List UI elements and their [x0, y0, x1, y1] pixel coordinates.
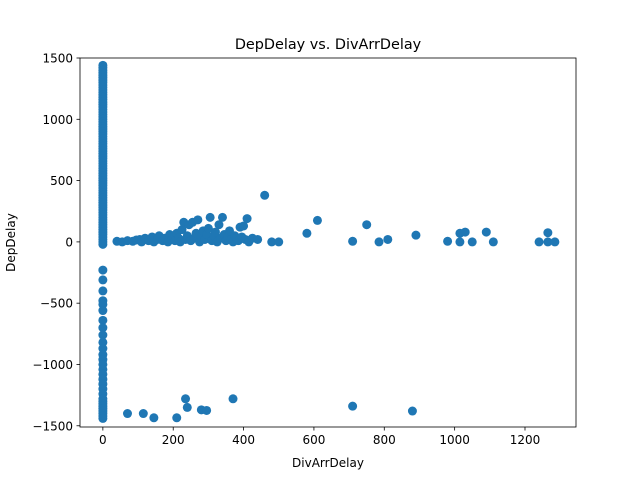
data-point	[98, 323, 108, 333]
y-tick-label: 1000	[42, 113, 73, 127]
data-point	[362, 220, 372, 230]
data-point	[242, 214, 252, 224]
x-tick-label: 0	[99, 433, 107, 447]
x-tick-label: 1200	[510, 433, 541, 447]
data-point	[239, 221, 249, 231]
y-tick-label: 0	[65, 235, 73, 249]
points-layer	[98, 60, 560, 423]
x-tick-label: 200	[162, 433, 185, 447]
y-tick-label: −500	[40, 297, 73, 311]
data-point	[481, 227, 491, 237]
data-point	[203, 223, 213, 233]
data-point	[543, 228, 553, 238]
y-axis: −1500 −1000 −500 0 500 1000 1500	[32, 52, 80, 433]
x-axis: 0 200 400 600 800 1000 1200	[99, 427, 540, 447]
data-point	[460, 227, 470, 237]
data-point	[312, 215, 322, 225]
y-tick-label: −1000	[32, 358, 73, 372]
data-point	[302, 228, 312, 238]
data-point	[98, 330, 108, 340]
x-axis-label: DivArrDelay	[292, 456, 364, 470]
data-point	[181, 394, 191, 404]
data-point	[348, 401, 358, 411]
data-point	[122, 409, 132, 419]
data-point	[98, 239, 108, 249]
data-point	[98, 275, 108, 285]
data-point	[455, 237, 465, 247]
y-axis-label: DepDelay	[4, 213, 18, 272]
data-point	[138, 409, 148, 419]
data-point	[228, 394, 238, 404]
data-point	[202, 405, 212, 415]
data-point	[543, 237, 553, 247]
x-tick-label: 1000	[439, 433, 470, 447]
data-point	[98, 315, 108, 325]
data-point	[214, 220, 224, 230]
data-point	[177, 225, 187, 235]
data-point	[149, 413, 159, 423]
y-tick-label: 1500	[42, 52, 73, 66]
data-point	[210, 227, 220, 237]
data-point	[193, 215, 203, 225]
x-tick-label: 400	[232, 433, 255, 447]
y-tick-label: 500	[50, 174, 73, 188]
plot-frame	[79, 57, 577, 428]
x-tick-label: 800	[373, 433, 396, 447]
data-point	[98, 265, 108, 275]
data-point	[217, 212, 227, 222]
data-point	[98, 286, 108, 296]
y-tick-label: −1500	[32, 419, 73, 433]
data-point	[274, 237, 284, 247]
data-point	[267, 237, 277, 247]
data-point	[411, 230, 421, 240]
data-point	[182, 402, 192, 412]
data-point	[172, 413, 182, 423]
data-point	[98, 413, 108, 423]
data-point	[260, 190, 270, 200]
data-point	[374, 237, 384, 247]
x-tick-label: 600	[302, 433, 325, 447]
data-point	[550, 237, 560, 247]
data-point	[407, 406, 417, 416]
data-point	[443, 236, 453, 246]
data-point	[488, 237, 498, 247]
data-point	[348, 236, 358, 246]
data-point	[98, 306, 108, 316]
data-point	[253, 234, 263, 244]
chart-title: DepDelay vs. DivArrDelay	[235, 37, 422, 53]
data-point	[467, 237, 477, 247]
data-point	[205, 212, 215, 222]
data-point	[383, 234, 393, 244]
data-point	[534, 237, 544, 247]
